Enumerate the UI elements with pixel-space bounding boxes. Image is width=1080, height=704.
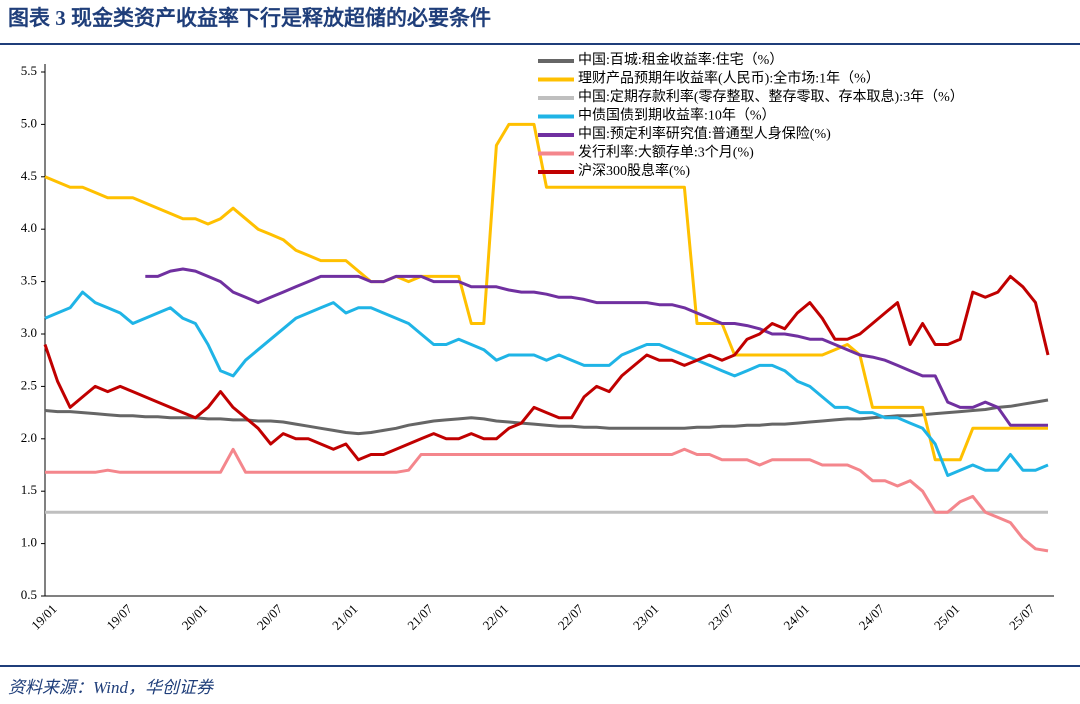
chart-title: 图表 3 现金类资产收益率下行是释放超储的必要条件	[8, 6, 491, 30]
y-tick-label: 1.5	[21, 482, 37, 497]
legend-label: 理财产品预期年收益率(人民币):全市场:1年（%）	[578, 70, 880, 87]
source-note: 资料来源：Wind，华创证券	[8, 678, 215, 697]
legend-label: 沪深300股息率(%)	[578, 162, 690, 179]
series-line	[45, 447, 1049, 553]
x-tick-label: 22/01	[480, 601, 512, 633]
x-tick-label: 21/01	[329, 601, 361, 633]
x-tick-label: 25/07	[1006, 601, 1038, 633]
x-tick-label: 23/01	[630, 601, 662, 633]
y-tick-label: 4.0	[21, 220, 37, 235]
y-tick-label: 2.5	[21, 377, 37, 392]
legend-label: 发行利率:大额存单:3个月(%)	[578, 144, 754, 161]
x-tick-label: 22/07	[555, 601, 587, 633]
legend-label: 中国:预定利率研究值:普通型人身保险(%)	[578, 125, 831, 142]
y-tick-label: 4.5	[21, 168, 37, 183]
x-tick-label: 19/07	[103, 601, 135, 633]
y-tick-label: 5.5	[21, 63, 37, 78]
legend-label: 中债国债到期收益率:10年（%）	[578, 107, 776, 124]
series-line	[43, 274, 1050, 462]
y-tick-label: 5.0	[21, 115, 37, 130]
series-line	[44, 122, 1048, 462]
y-tick-label: 0.5	[21, 587, 37, 602]
legend-label: 中国:百城:租金收益率:住宅（%）	[578, 51, 783, 68]
x-tick-label: 20/01	[179, 601, 211, 633]
x-tick-label: 24/07	[856, 601, 888, 633]
x-tick-label: 25/01	[931, 601, 963, 633]
x-tick-label: 21/07	[404, 601, 436, 633]
x-tick-label: 23/07	[705, 601, 737, 633]
y-tick-label: 3.5	[21, 273, 37, 288]
x-tick-label: 20/07	[254, 601, 286, 633]
series-line	[145, 267, 1048, 427]
series-line	[44, 290, 1049, 477]
y-tick-label: 3.0	[21, 325, 37, 340]
y-tick-label: 1.0	[21, 535, 37, 550]
x-tick-label: 19/01	[28, 601, 60, 633]
x-tick-label: 24/01	[780, 601, 812, 633]
y-tick-label: 2.0	[21, 430, 37, 445]
legend-label: 中国:定期存款利率(零存整取、整存零取、存本取息):3年（%）	[578, 88, 964, 105]
